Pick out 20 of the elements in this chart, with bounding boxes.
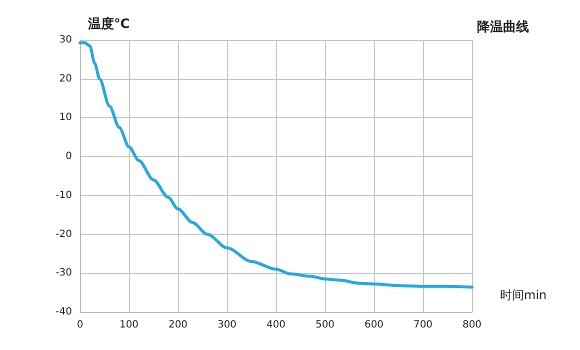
y-tick-label: -10: [56, 190, 72, 201]
x-tick-label: 400: [266, 320, 286, 330]
x-tick-label: 700: [413, 320, 433, 330]
y-tick-label: 10: [59, 112, 72, 124]
x-tick-label: 500: [315, 320, 335, 330]
x-axis-title: 时间min: [500, 288, 547, 302]
x-tick-label: 300: [217, 320, 237, 330]
y-tick-label: -40: [56, 306, 72, 318]
x-tick-label: 600: [364, 320, 384, 330]
x-tick-label: 0: [76, 320, 84, 330]
y-tick-label: 20: [59, 73, 72, 84]
x-tick-label: 100: [119, 320, 139, 330]
text: 降温曲线: [477, 20, 529, 35]
y-tick-label: 0: [66, 151, 72, 162]
x-tick-label: 200: [168, 320, 188, 330]
y-tick-label: 30: [59, 34, 72, 46]
y-tick-label: -20: [56, 228, 72, 240]
y-axis-title: 温度℃: [87, 16, 130, 32]
x-tick-label: 800: [462, 320, 482, 330]
y-tick-label: -30: [56, 268, 72, 279]
